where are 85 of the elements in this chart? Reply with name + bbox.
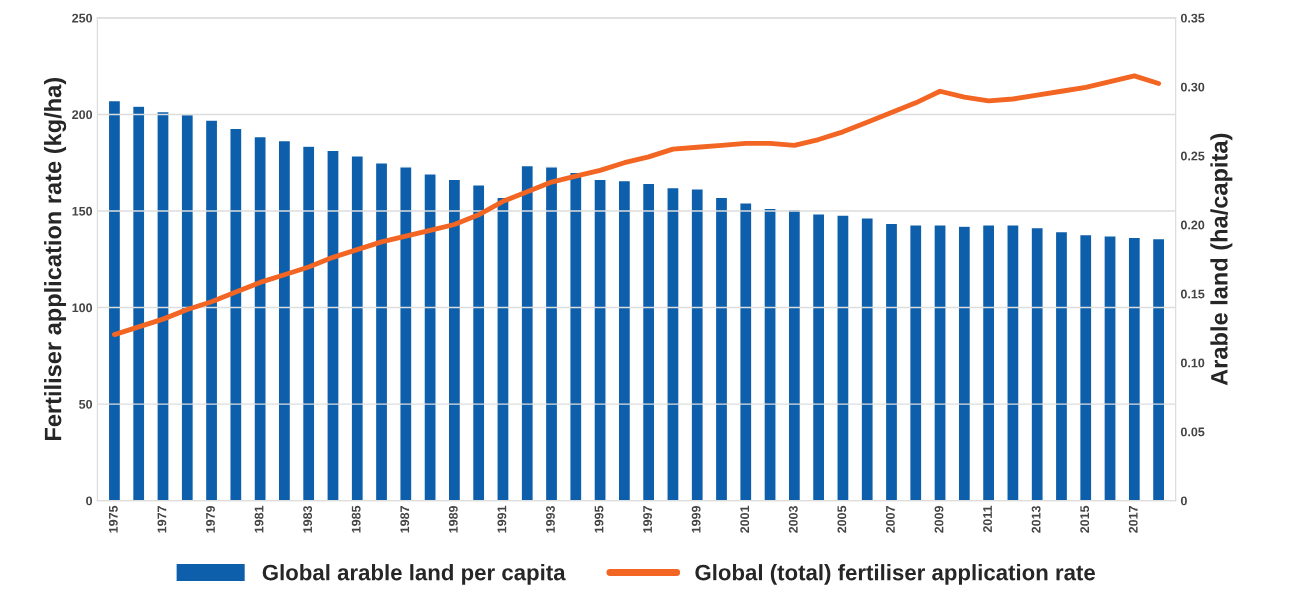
x-tick-label: 2001 (740, 505, 750, 533)
bar (1006, 224, 1020, 501)
bar (1103, 235, 1117, 501)
bar (763, 207, 777, 501)
bar (714, 196, 729, 501)
x-tick-label: 2013 (1031, 505, 1041, 533)
y-tick-label: 150 (72, 206, 93, 216)
bar (981, 224, 996, 501)
x-tick-label: 1983 (303, 505, 313, 533)
bar (131, 105, 146, 501)
bar (1030, 226, 1044, 501)
x-tick-label: 1989 (448, 505, 458, 533)
bar (860, 217, 874, 501)
x-tick-label: 1991 (497, 505, 507, 533)
x-tick-label: 1999 (691, 505, 701, 533)
bar (544, 166, 559, 501)
bar (836, 214, 850, 501)
bar (1054, 230, 1069, 501)
bar (641, 182, 656, 501)
x-tick-label: 1975 (108, 505, 118, 533)
x-tick-label: 2003 (788, 505, 798, 533)
bar (447, 178, 462, 501)
bar (787, 208, 802, 501)
bar (277, 139, 292, 501)
y2-tick-label: 0.05 (1180, 427, 1205, 437)
x-tick-label: 2005 (837, 505, 847, 533)
x-tick-label: 2009 (934, 505, 944, 533)
y-tick-label: 100 (72, 303, 93, 313)
y-axis-title: Fertiliser application rate (kg/ha) (44, 78, 67, 441)
bar (496, 196, 510, 501)
bar (520, 164, 535, 501)
bar (1078, 233, 1093, 501)
y2-tick-label: 0.20 (1180, 220, 1205, 230)
bar (593, 178, 607, 501)
x-tick-label: 2011 (983, 505, 992, 533)
y2-tick-label: 0.15 (1180, 289, 1205, 299)
bar (569, 171, 583, 501)
y-tick-label: 250 (72, 13, 93, 23)
x-tick-label: 1997 (643, 506, 653, 533)
y2-tick-label: 0.35 (1180, 13, 1205, 23)
x-tick-label: 2007 (885, 506, 895, 533)
bar (423, 173, 437, 501)
x-tick-label: 1979 (206, 505, 215, 533)
x-tick-label: 2015 (1080, 505, 1090, 533)
x-tick-label: 1987 (400, 506, 410, 533)
bar (908, 224, 923, 501)
y2-tick-label: 0 (1180, 496, 1187, 506)
bar (156, 110, 170, 501)
bar (326, 149, 340, 501)
x-tick-label: 1985 (351, 505, 361, 533)
bar (107, 99, 122, 501)
y2-axis-title: Arable land (ha/capita) (1210, 133, 1233, 386)
bar (957, 225, 972, 501)
y2-tick-label: 0.25 (1180, 151, 1205, 161)
x-tick-label: 1993 (546, 505, 555, 533)
y2-tick-label: 0.10 (1180, 358, 1205, 368)
bar (374, 162, 389, 501)
bar (180, 113, 195, 501)
y2-tick-label: 0.30 (1180, 82, 1205, 92)
x-tick-label: 2017 (1128, 506, 1138, 533)
x-tick-label: 1977 (157, 506, 167, 533)
bar (399, 166, 413, 501)
x-tick-label: 1981 (254, 505, 264, 533)
y-tick-label: 0 (86, 496, 93, 506)
legend-label: Global arable land per capita (262, 564, 566, 585)
bar (1151, 237, 1166, 501)
bar (933, 224, 947, 501)
bar (471, 184, 486, 501)
y-tick-label: 200 (72, 110, 93, 120)
bar (253, 135, 267, 501)
bar (617, 179, 632, 501)
bar (884, 222, 899, 501)
y-tick-label: 50 (79, 399, 93, 409)
bar (666, 186, 680, 501)
bar (301, 145, 316, 501)
x-tick-label: 1995 (594, 505, 604, 533)
legend-label: Global (total) fertiliser application rate (695, 564, 1095, 585)
bar (350, 155, 365, 501)
bar (739, 202, 753, 501)
bar (204, 119, 219, 501)
bar (1127, 236, 1142, 501)
bar (229, 127, 243, 501)
bar (690, 188, 704, 501)
bar (811, 213, 826, 501)
line-series (111, 73, 1162, 337)
